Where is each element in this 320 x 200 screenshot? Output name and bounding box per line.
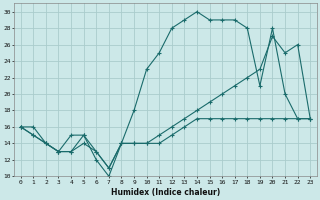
X-axis label: Humidex (Indice chaleur): Humidex (Indice chaleur) [111, 188, 220, 197]
